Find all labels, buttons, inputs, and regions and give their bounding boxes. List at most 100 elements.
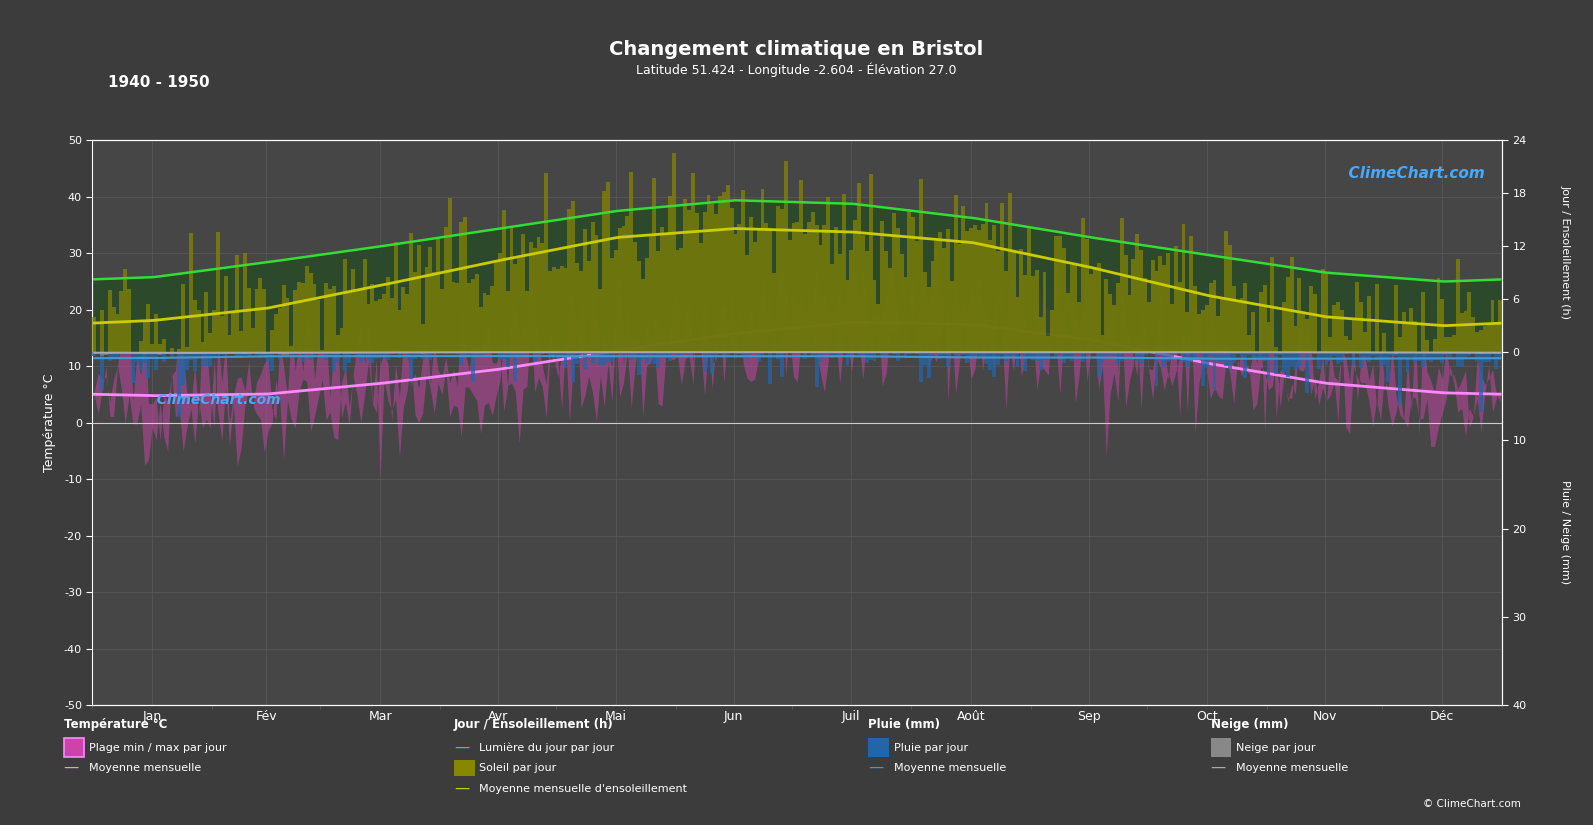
Bar [667, 352, 672, 361]
Bar [1104, 352, 1109, 356]
Bar [1209, 352, 1212, 356]
Bar [1096, 262, 1101, 352]
Bar [1271, 257, 1274, 352]
Bar [632, 242, 637, 352]
Bar [513, 352, 518, 381]
Bar [143, 352, 147, 354]
Bar [1217, 316, 1220, 352]
Bar [784, 162, 787, 352]
Bar [602, 352, 605, 365]
Bar [293, 352, 298, 356]
Bar [1015, 298, 1020, 352]
Bar [680, 352, 683, 356]
Bar [1456, 352, 1459, 366]
Bar [1472, 317, 1475, 352]
Text: Jour / Ensoleillement (h): Jour / Ensoleillement (h) [454, 718, 613, 731]
Bar [908, 352, 911, 354]
Bar [1117, 283, 1120, 352]
Bar [781, 352, 784, 377]
Bar [100, 352, 104, 390]
Bar [746, 255, 749, 352]
Bar [1483, 326, 1486, 352]
Text: —: — [454, 739, 470, 755]
Bar [760, 189, 765, 352]
Bar [177, 349, 182, 352]
Bar [312, 352, 317, 356]
Bar [1426, 340, 1429, 352]
Bar [710, 352, 714, 373]
Bar [1169, 352, 1174, 357]
Bar [112, 352, 116, 357]
Bar [800, 181, 803, 352]
Bar [1193, 286, 1196, 352]
Bar [1378, 352, 1383, 366]
Bar [518, 352, 521, 356]
Bar [753, 242, 757, 352]
Bar [1109, 352, 1112, 355]
Bar [247, 288, 250, 352]
Bar [350, 269, 355, 352]
Bar [244, 352, 247, 355]
Bar [150, 352, 155, 353]
Bar [1386, 352, 1391, 382]
Bar [444, 227, 448, 352]
Bar [1421, 352, 1426, 367]
Bar [787, 240, 792, 352]
Text: © ClimeChart.com: © ClimeChart.com [1424, 799, 1521, 808]
Bar [1459, 352, 1464, 366]
Bar [459, 352, 464, 365]
Bar [564, 352, 567, 368]
Bar [1405, 324, 1410, 352]
Text: —: — [1211, 760, 1227, 776]
Bar [1047, 336, 1050, 352]
Bar [1236, 352, 1239, 354]
Bar [464, 352, 467, 356]
Bar [220, 316, 223, 352]
Bar [1247, 336, 1251, 352]
Bar [425, 352, 429, 353]
Bar [1042, 352, 1047, 361]
Bar [621, 352, 626, 356]
Bar [1332, 352, 1337, 356]
Bar [726, 352, 730, 356]
Bar [405, 294, 409, 352]
Bar [1478, 352, 1483, 354]
Bar [556, 352, 559, 358]
Bar [236, 352, 239, 353]
Bar [868, 174, 873, 352]
Bar [147, 352, 150, 353]
Bar [1109, 294, 1112, 352]
Bar [741, 352, 746, 358]
Bar [954, 352, 957, 357]
Bar [518, 258, 521, 352]
Bar [648, 352, 653, 353]
Bar [591, 352, 594, 363]
Bar [1437, 277, 1440, 352]
Bar [1185, 352, 1190, 367]
Bar [908, 210, 911, 352]
Bar [1136, 352, 1139, 361]
Bar [637, 262, 640, 352]
Bar [1301, 314, 1305, 352]
Bar [266, 352, 271, 353]
Bar [946, 229, 949, 352]
Bar [1421, 292, 1426, 352]
Bar [626, 215, 629, 352]
Bar [158, 352, 162, 355]
Bar [401, 286, 405, 352]
Bar [127, 352, 131, 354]
Bar [996, 352, 1000, 365]
Bar [1491, 352, 1494, 353]
Bar [258, 278, 263, 352]
Bar [656, 352, 660, 368]
Bar [572, 200, 575, 352]
Bar [613, 352, 618, 355]
Bar [691, 173, 695, 352]
Bar [726, 185, 730, 352]
Bar [1128, 352, 1131, 354]
Bar [1008, 193, 1012, 352]
Bar [749, 217, 753, 352]
Bar [258, 352, 263, 357]
Bar [594, 352, 599, 355]
Bar [941, 248, 946, 352]
